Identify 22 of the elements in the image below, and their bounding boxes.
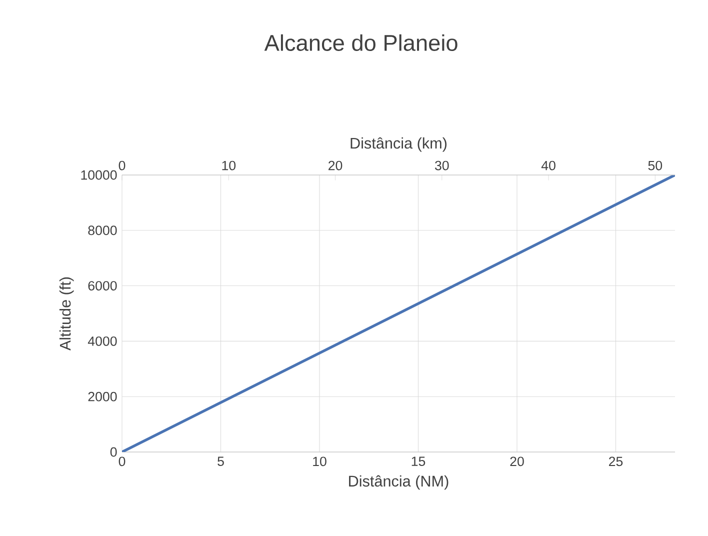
y-tick-label: 8000 — [88, 226, 117, 236]
y-tick-label: 6000 — [88, 281, 117, 291]
x-tick-label: 0 — [118, 456, 126, 466]
x-axis-title: Distância (NM) — [349, 475, 448, 490]
x2-tick-label: 50 — [648, 160, 662, 170]
y-tick-label: 0 — [110, 447, 117, 457]
x2-tick-label: 30 — [434, 160, 449, 170]
y-tick-label: 10000 — [81, 170, 117, 180]
x-tick-label: 25 — [609, 456, 623, 466]
y-tick-label: 4000 — [88, 336, 117, 346]
x-tick-label: 15 — [412, 456, 426, 466]
y-axis-title: Altitude (ft) — [59, 277, 74, 351]
x-tick-label: 5 — [218, 456, 224, 466]
chart-title: Alcance do Planeio — [264, 34, 458, 51]
x-tick-label: 20 — [510, 456, 524, 466]
x2-tick-label: 40 — [541, 160, 556, 170]
y-tick-label: 2000 — [88, 392, 117, 402]
x-tick-label: 10 — [313, 456, 326, 466]
x2-tick-label: 10 — [222, 160, 236, 170]
x2-tick-label: 0 — [118, 160, 126, 170]
x2-axis-title: Distância (km) — [350, 137, 447, 152]
x2-tick-label: 20 — [328, 160, 342, 170]
